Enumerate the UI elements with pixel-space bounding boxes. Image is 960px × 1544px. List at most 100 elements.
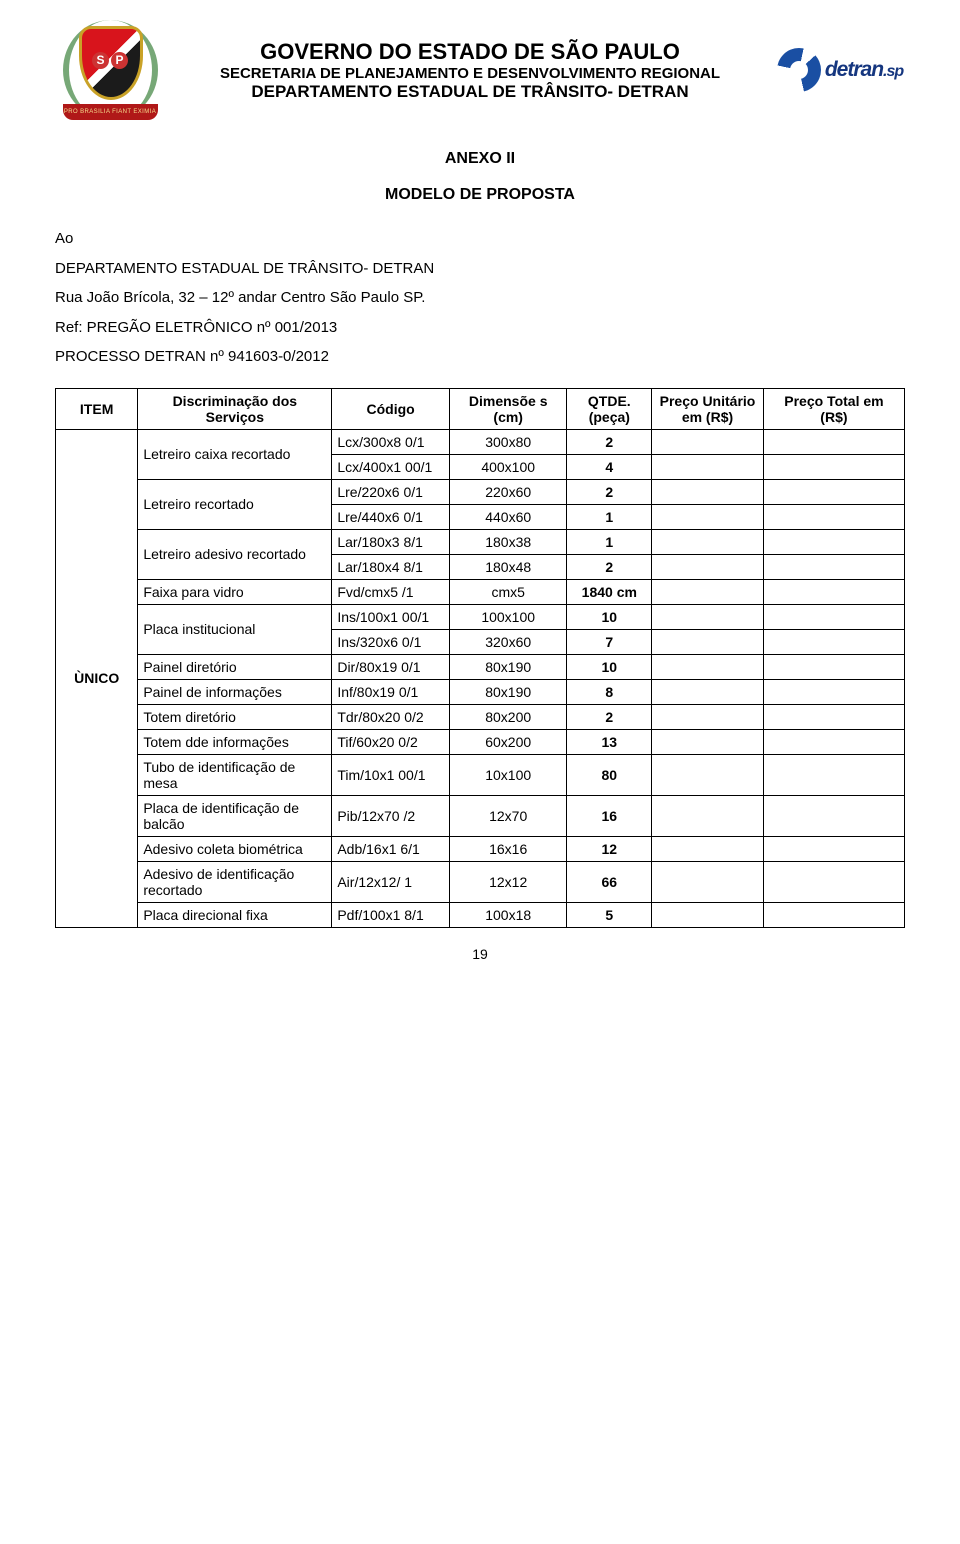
preco-total-cell [763, 902, 904, 927]
header-line3: DEPARTAMENTO ESTADUAL DE TRÂNSITO- DETRA… [165, 82, 775, 102]
codigo-cell: Tdr/80x20 0/2 [332, 704, 450, 729]
table-row: Placa de identificação de balcãoPib/12x7… [56, 795, 905, 836]
qtde-cell: 10 [567, 654, 652, 679]
preco-unitario-cell [652, 504, 764, 529]
qtde-cell: 2 [567, 479, 652, 504]
page-number: 19 [55, 946, 905, 962]
preco-unitario-cell [652, 579, 764, 604]
dimensao-cell: 12x70 [449, 795, 567, 836]
codigo-cell: Lre/220x6 0/1 [332, 479, 450, 504]
codigo-cell: Ins/320x6 0/1 [332, 629, 450, 654]
desc-cell: Totem dde informações [138, 729, 332, 754]
dimensao-cell: 10x100 [449, 754, 567, 795]
preco-unitario-cell [652, 629, 764, 654]
codigo-cell: Lar/180x4 8/1 [332, 554, 450, 579]
table-row: Placa direcional fixaPdf/100x1 8/1100x18… [56, 902, 905, 927]
dimensao-cell: 320x60 [449, 629, 567, 654]
dimensao-cell: 400x100 [449, 454, 567, 479]
intro-address: Rua João Brícola, 32 – 12º andar Centro … [55, 285, 905, 311]
preco-total-cell [763, 554, 904, 579]
desc-cell: Painel de informações [138, 679, 332, 704]
preco-total-cell [763, 529, 904, 554]
codigo-cell: Lar/180x3 8/1 [332, 529, 450, 554]
dimensao-cell: 100x18 [449, 902, 567, 927]
anexo-title: ANEXO II [55, 150, 905, 168]
desc-cell: Adesivo coleta biométrica [138, 836, 332, 861]
desc-cell: Tubo de identificação de mesa [138, 754, 332, 795]
detran-wordmark: detran.sp [825, 61, 903, 80]
qtde-cell: 16 [567, 795, 652, 836]
table-row: Painel de informaçõesInf/80x19 0/180x190… [56, 679, 905, 704]
table-row: Totem dde informaçõesTif/60x20 0/260x200… [56, 729, 905, 754]
modelo-title: MODELO DE PROPOSTA [55, 186, 905, 204]
desc-cell: Letreiro recortado [138, 479, 332, 529]
table-row: Adesivo coleta biométricaAdb/16x1 6/116x… [56, 836, 905, 861]
qtde-cell: 2 [567, 554, 652, 579]
preco-total-cell [763, 729, 904, 754]
preco-unitario-cell [652, 529, 764, 554]
table-row: Letreiro recortadoLre/220x6 0/1220x602 [56, 479, 905, 504]
preco-total-cell [763, 754, 904, 795]
dimensao-cell: 300x80 [449, 429, 567, 454]
preco-unitario-cell [652, 654, 764, 679]
detran-mark-icon [777, 48, 821, 92]
preco-unitario-cell [652, 902, 764, 927]
qtde-cell: 1 [567, 529, 652, 554]
preco-unitario-cell [652, 554, 764, 579]
codigo-cell: Pib/12x70 /2 [332, 795, 450, 836]
th-qtde: QTDE. (peça) [567, 388, 652, 429]
qtde-cell: 13 [567, 729, 652, 754]
desc-cell: Painel diretório [138, 654, 332, 679]
dimensao-cell: 180x38 [449, 529, 567, 554]
preco-total-cell [763, 795, 904, 836]
desc-cell: Faixa para vidro [138, 579, 332, 604]
proposal-table-container: ITEM Discriminação dos Serviços Código D… [55, 388, 905, 928]
intro-ao: Ao [55, 226, 905, 252]
header-line1: GOVERNO DO ESTADO DE SÃO PAULO [165, 39, 775, 65]
qtde-cell: 10 [567, 604, 652, 629]
preco-unitario-cell [652, 729, 764, 754]
qtde-cell: 4 [567, 454, 652, 479]
desc-cell: Totem diretório [138, 704, 332, 729]
header-line2: SECRETARIA DE PLANEJAMENTO E DESENVOLVIM… [165, 65, 775, 82]
intro-dept: DEPARTAMENTO ESTADUAL DE TRÂNSITO- DETRA… [55, 256, 905, 282]
preco-unitario-cell [652, 479, 764, 504]
desc-cell: Letreiro caixa recortado [138, 429, 332, 479]
preco-unitario-cell [652, 679, 764, 704]
qtde-cell: 7 [567, 629, 652, 654]
preco-total-cell [763, 836, 904, 861]
codigo-cell: Inf/80x19 0/1 [332, 679, 450, 704]
crest-banner-text: PRO BRASILIA FIANT EXIMIA [63, 104, 158, 120]
preco-total-cell [763, 604, 904, 629]
dimensao-cell: 12x12 [449, 861, 567, 902]
codigo-cell: Dir/80x19 0/1 [332, 654, 450, 679]
preco-unitario-cell [652, 795, 764, 836]
preco-total-cell [763, 861, 904, 902]
qtde-cell: 2 [567, 704, 652, 729]
preco-total-cell [763, 704, 904, 729]
desc-cell: Placa de identificação de balcão [138, 795, 332, 836]
table-row: Letreiro adesivo recortadoLar/180x3 8/11… [56, 529, 905, 554]
preco-unitario-cell [652, 704, 764, 729]
dimensao-cell: 100x100 [449, 604, 567, 629]
qtde-cell: 1840 cm [567, 579, 652, 604]
crest-logo: SP PRO BRASILIA FIANT EXIMIA [55, 20, 165, 120]
dimensao-cell: 180x48 [449, 554, 567, 579]
codigo-cell: Lcx/300x8 0/1 [332, 429, 450, 454]
preco-total-cell [763, 429, 904, 454]
dimensao-cell: 440x60 [449, 504, 567, 529]
table-header-row: ITEM Discriminação dos Serviços Código D… [56, 388, 905, 429]
dimensao-cell: 80x190 [449, 679, 567, 704]
item-cell: ÙNICO [56, 429, 138, 927]
table-row: Tubo de identificação de mesaTim/10x1 00… [56, 754, 905, 795]
codigo-cell: Ins/100x1 00/1 [332, 604, 450, 629]
table-row: Adesivo de identificação recortadoAir/12… [56, 861, 905, 902]
preco-total-cell [763, 479, 904, 504]
desc-cell: Placa institucional [138, 604, 332, 654]
intro-ref: Ref: PREGÃO ELETRÔNICO nº 001/2013 [55, 315, 905, 341]
table-row: Placa institucionalIns/100x1 00/1100x100… [56, 604, 905, 629]
desc-cell: Adesivo de identificação recortado [138, 861, 332, 902]
preco-total-cell [763, 579, 904, 604]
preco-total-cell [763, 654, 904, 679]
header-titles: GOVERNO DO ESTADO DE SÃO PAULO SECRETARI… [165, 39, 775, 102]
